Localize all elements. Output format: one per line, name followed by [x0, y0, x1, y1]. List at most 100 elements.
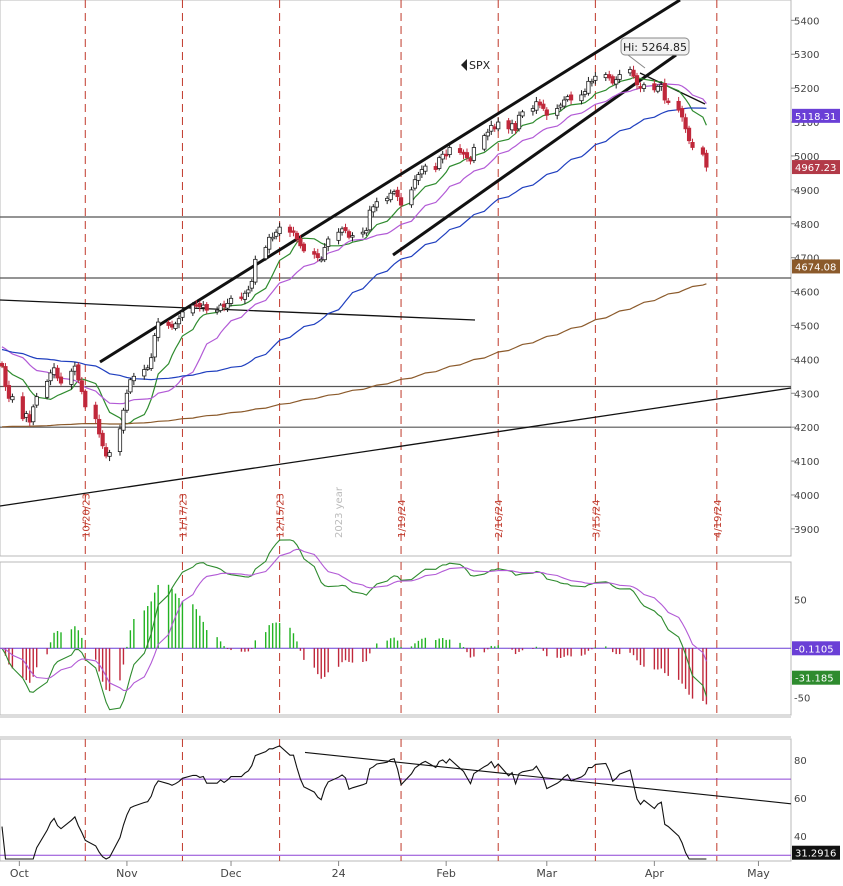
- candle-body: [683, 117, 688, 130]
- month-label: 24: [332, 867, 346, 880]
- candle-body: [180, 311, 185, 318]
- candle-body: [93, 404, 98, 420]
- event-date-label: 12/15/23: [276, 493, 287, 538]
- candle-body: [301, 243, 306, 252]
- candle-body: [298, 238, 303, 247]
- month-label: Apr: [645, 867, 665, 880]
- candle-body: [166, 322, 171, 326]
- price-tag: [792, 160, 840, 175]
- candle-body: [27, 414, 32, 423]
- candle-body: [700, 147, 706, 155]
- candle-body: [339, 228, 345, 233]
- macd-panel: [0, 561, 792, 716]
- candle-body: [631, 69, 636, 77]
- month-label: Feb: [436, 867, 455, 880]
- candle-body: [589, 80, 595, 84]
- candle-body: [253, 258, 258, 283]
- candle-body: [3, 366, 8, 387]
- candle-body: [270, 236, 275, 240]
- candle-body: [128, 379, 133, 393]
- candle-body: [221, 303, 227, 308]
- month-label: Dec: [220, 867, 241, 880]
- symbol-marker-icon: [461, 59, 467, 71]
- candle-body: [509, 123, 515, 131]
- candle-body: [326, 238, 331, 247]
- macd-value-tag-label: -0.1105: [795, 644, 834, 655]
- candle-body: [197, 303, 202, 308]
- high-callout-pointer: [627, 54, 646, 69]
- candle-body: [562, 99, 567, 107]
- price-tick-label: 5000: [794, 152, 819, 163]
- candle-body: [294, 232, 300, 240]
- price-tick-label: 4700: [794, 254, 819, 265]
- event-date-label: 2/16/24: [494, 499, 505, 538]
- candle-body: [131, 375, 136, 382]
- candle-body: [471, 147, 477, 161]
- macd-signal-line: [1, 548, 707, 692]
- candle-body: [607, 74, 612, 79]
- candle-body: [319, 258, 324, 262]
- candle-body: [350, 235, 355, 238]
- ma-200-line: [1, 283, 707, 428]
- candle-body: [121, 409, 126, 431]
- candle-body: [72, 365, 77, 372]
- candle-body: [409, 189, 414, 206]
- candle-body: [20, 396, 25, 420]
- candle-body: [395, 189, 400, 198]
- ma-20-line: [1, 83, 707, 405]
- signal-value-tag: [792, 670, 840, 685]
- candle-body: [582, 91, 588, 95]
- candle-body: [416, 174, 421, 181]
- event-date-label: 4/19/24: [713, 499, 724, 538]
- candle-body: [659, 84, 664, 87]
- candle-body: [97, 418, 102, 435]
- candle-body: [315, 253, 320, 259]
- candle-body: [194, 304, 199, 307]
- price-tick-label: 4000: [794, 491, 819, 502]
- candle-body: [31, 406, 36, 423]
- candle-body: [419, 169, 424, 175]
- candle-body: [149, 357, 154, 369]
- candle-body: [412, 179, 418, 189]
- candle-body: [388, 192, 393, 201]
- candle-body: [444, 153, 449, 157]
- candle-body: [371, 206, 376, 213]
- candle-body: [433, 166, 438, 170]
- price-tick-label: 5200: [794, 84, 819, 95]
- rsi-panel: [0, 738, 792, 862]
- high-callout-label: Hi: 5264.85: [623, 41, 687, 54]
- candle-body: [246, 289, 251, 294]
- candle-body: [190, 304, 195, 314]
- candle-body: [579, 94, 584, 102]
- candle-body: [464, 152, 470, 159]
- rsi-tick-label: 40: [794, 832, 807, 843]
- candle-body: [249, 280, 254, 289]
- candle-body: [215, 309, 220, 313]
- candle-body: [558, 104, 563, 108]
- candle-body: [544, 109, 549, 116]
- candle-body: [267, 236, 272, 250]
- candle-body: [513, 123, 518, 131]
- candle-body: [274, 231, 279, 237]
- candle-body: [169, 324, 175, 328]
- candle-body: [492, 126, 497, 130]
- candle-body: [336, 231, 341, 241]
- candle-body: [79, 380, 84, 392]
- candle-body: [228, 297, 234, 304]
- candle-body: [617, 74, 622, 80]
- event-date-label: 10/20/23: [81, 493, 92, 538]
- candle-body: [0, 363, 5, 367]
- month-label: May: [747, 867, 770, 880]
- candle-body: [374, 201, 379, 208]
- price-tick-label: 5100: [794, 118, 819, 129]
- candle-body: [346, 231, 352, 238]
- candle-body: [100, 432, 105, 447]
- candle-body: [496, 121, 501, 130]
- high-callout: [620, 37, 690, 56]
- candle-body: [385, 197, 390, 202]
- macd-line: [1, 539, 707, 711]
- price-tick-label: 3900: [794, 525, 819, 536]
- candle-body: [83, 390, 88, 408]
- candle-body: [638, 86, 643, 89]
- candle-body: [360, 231, 365, 235]
